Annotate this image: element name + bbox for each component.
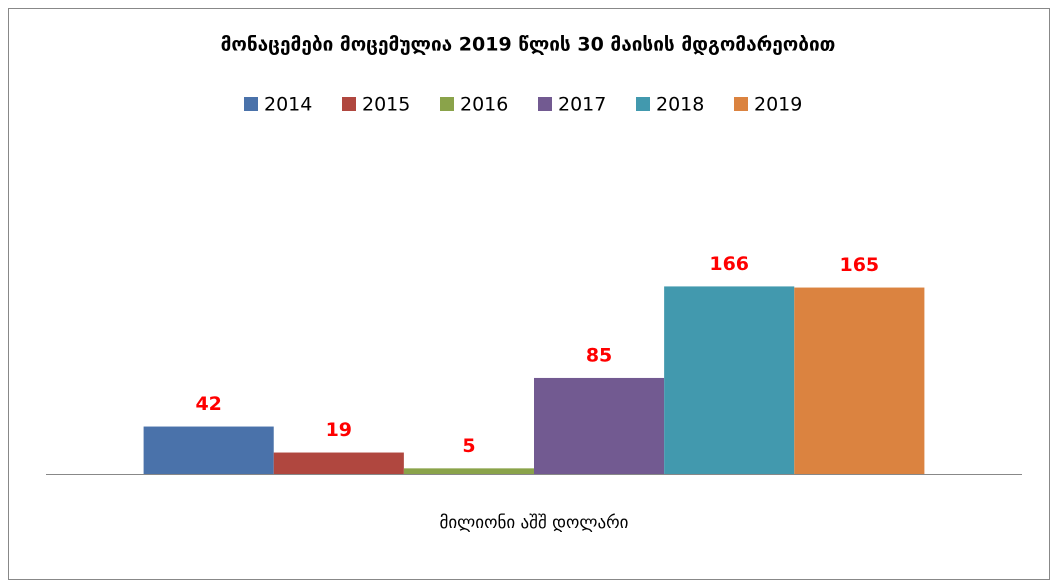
legend-label: 2018	[656, 94, 704, 116]
data-label: 5	[462, 435, 475, 457]
legend-swatch	[244, 97, 258, 111]
x-tick-label: მილიონი აშშ დოლარი	[440, 513, 629, 533]
legend-swatch	[636, 97, 650, 111]
legend-label: 2017	[558, 94, 606, 116]
legend-swatch	[342, 97, 356, 111]
bar	[143, 426, 274, 474]
bar	[273, 452, 404, 474]
data-label: 19	[326, 419, 352, 441]
bar	[664, 286, 795, 474]
legend-label: 2014	[264, 94, 312, 116]
bar	[534, 377, 665, 474]
bar	[794, 287, 925, 474]
data-label: 42	[195, 393, 221, 415]
legend-label: 2015	[362, 94, 410, 116]
legend-label: 2016	[460, 94, 508, 116]
bar	[403, 468, 534, 474]
legend-label: 2019	[754, 94, 802, 116]
legend-swatch	[538, 97, 552, 111]
data-label: 85	[586, 344, 612, 366]
legend-swatch	[440, 97, 454, 111]
data-label: 166	[709, 253, 749, 275]
chart-title: მონაცემები მოცემულია 2019 წლის 30 მაისის…	[221, 34, 836, 56]
data-label: 165	[839, 254, 879, 276]
legend-swatch	[734, 97, 748, 111]
